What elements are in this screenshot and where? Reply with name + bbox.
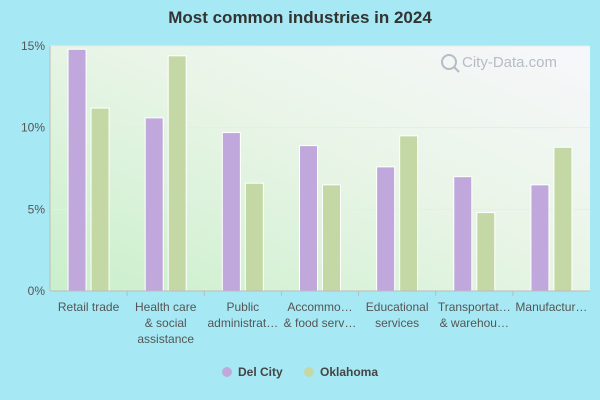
x-tick-label: Health care & social assistance bbox=[135, 300, 197, 346]
y-tick-label: 5% bbox=[28, 202, 46, 216]
bar-del-city[interactable] bbox=[144, 117, 164, 292]
y-tick-label: 10% bbox=[21, 121, 45, 135]
bar-del-city[interactable] bbox=[221, 132, 241, 292]
bar-oklahoma[interactable] bbox=[167, 55, 187, 292]
chart-title: Most common industries in 2024 bbox=[168, 8, 432, 27]
search-icon bbox=[441, 54, 457, 70]
y-tick-label: 0% bbox=[28, 284, 46, 298]
x-tick-label: Manufactur… bbox=[515, 300, 587, 314]
bar-del-city[interactable] bbox=[299, 145, 318, 292]
plot-area bbox=[50, 46, 590, 291]
legend-label: Oklahoma bbox=[320, 365, 378, 379]
bar-oklahoma[interactable] bbox=[476, 212, 496, 292]
legend-item-oklahoma[interactable]: Oklahoma bbox=[304, 365, 378, 379]
x-tick-label: Transportat… & warehou… bbox=[438, 300, 511, 330]
legend-label: Del City bbox=[238, 365, 283, 379]
bar-del-city[interactable] bbox=[67, 48, 87, 292]
x-tick-label: Public administrat… bbox=[208, 300, 279, 330]
watermark: City-Data.com bbox=[441, 54, 557, 73]
y-tick-label: 15% bbox=[21, 39, 45, 53]
legend-swatch bbox=[304, 367, 314, 377]
bar-oklahoma[interactable] bbox=[322, 184, 341, 292]
x-tick-label: Educational services bbox=[366, 300, 429, 330]
x-tick-label: Retail trade bbox=[58, 300, 120, 314]
bar-oklahoma[interactable] bbox=[244, 182, 264, 292]
watermark-text: City-Data.com bbox=[462, 54, 557, 71]
bar-oklahoma[interactable] bbox=[90, 107, 110, 292]
legend-item-del-city[interactable]: Del City bbox=[222, 365, 283, 379]
bar-oklahoma[interactable] bbox=[399, 135, 419, 292]
bar-oklahoma[interactable] bbox=[553, 146, 573, 292]
legend-swatch bbox=[222, 367, 232, 377]
x-tick-label: Accommo… & food serv… bbox=[284, 300, 357, 330]
search-icon-handle bbox=[453, 66, 460, 73]
bar-del-city[interactable] bbox=[376, 166, 396, 292]
bar-del-city[interactable] bbox=[453, 176, 473, 292]
bar-del-city[interactable] bbox=[530, 184, 550, 292]
